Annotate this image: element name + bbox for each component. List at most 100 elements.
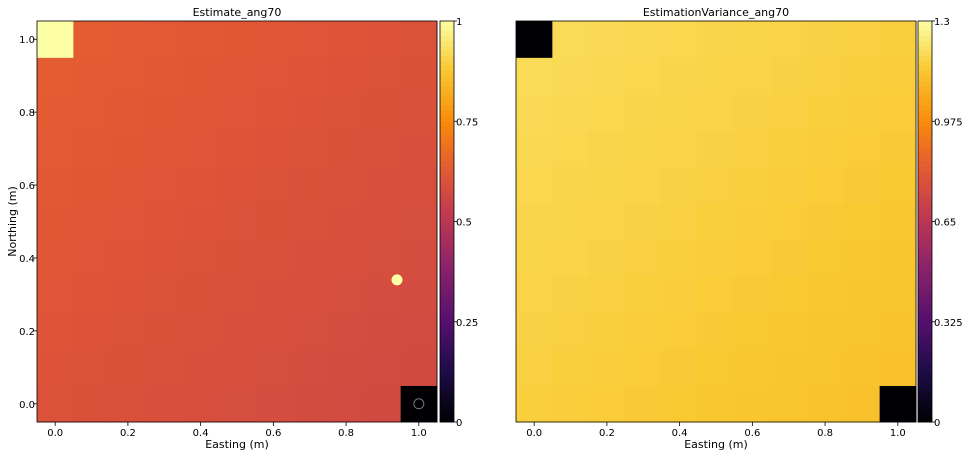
- colorbar-segment: [918, 56, 932, 62]
- heatmap-cell: [697, 130, 735, 168]
- heatmap-cell: [734, 130, 771, 168]
- heatmap-cell: [109, 349, 147, 386]
- colorbar-segment: [918, 46, 932, 52]
- heatmap-cell: [770, 349, 808, 386]
- heatmap-cell: [146, 93, 183, 131]
- heatmap-cell: [327, 276, 365, 314]
- colorbar-segment: [440, 31, 454, 37]
- heatmap-cell: [146, 312, 183, 350]
- heatmap-cell: [661, 276, 699, 314]
- heatmap-cell: [400, 93, 438, 131]
- heatmap-cell: [400, 276, 438, 314]
- heatmap-cell: [661, 166, 699, 204]
- heatmap-cell: [661, 312, 699, 350]
- colorbar-segment: [440, 36, 454, 42]
- heatmap-cell: [879, 276, 917, 314]
- heatmap-cell: [697, 385, 735, 423]
- heatmap-cell: [806, 385, 844, 423]
- colorbar-segment: [440, 161, 454, 167]
- heatmap-cell: [109, 93, 147, 131]
- heatmap-cell: [843, 93, 881, 131]
- colorbar-segment: [440, 151, 454, 157]
- colorbar-segment: [440, 416, 454, 423]
- heatmap-cell: [625, 93, 662, 131]
- heatmap-cell: [182, 93, 220, 131]
- colorbar-segment: [440, 281, 454, 288]
- heatmap-cell: [625, 276, 662, 314]
- colorbar-segment: [918, 101, 932, 107]
- colorbar-segment: [918, 326, 932, 333]
- heatmap-cell: [625, 166, 662, 204]
- colorbar-segment: [918, 171, 932, 177]
- colorbar-segment: [918, 71, 932, 77]
- heatmap-cell: [843, 203, 881, 241]
- heatmap-cell: [516, 57, 553, 95]
- heatmap-cell: [770, 203, 808, 241]
- y-tick-label: 0.0: [19, 400, 35, 411]
- heatmap-cell: [770, 57, 808, 95]
- chart-title: EstimationVariance_ang70: [643, 6, 789, 19]
- heatmap-cell: [291, 349, 329, 386]
- heatmap-cell: [73, 239, 111, 277]
- heatmap-cell: [661, 239, 699, 277]
- heatmap-cell: [552, 203, 590, 241]
- heatmap-cell: [109, 385, 147, 423]
- x-tick-label: 1.0: [411, 428, 427, 439]
- heatmap-cell: [734, 312, 771, 350]
- heatmap-cell: [661, 349, 699, 386]
- colorbar-segment: [918, 66, 932, 72]
- colorbar-segment: [440, 321, 454, 328]
- colorbar-segment: [918, 261, 932, 268]
- colorbar-segment: [440, 346, 454, 353]
- colorbar-segment: [440, 171, 454, 177]
- colorbar-tick-label: 1: [456, 17, 462, 28]
- heatmap-cell: [661, 57, 699, 95]
- heatmap-cell: [109, 312, 147, 350]
- heatmap-cell: [73, 57, 111, 95]
- heatmap-cell: [734, 239, 771, 277]
- heatmap-cell: [661, 203, 699, 241]
- colorbar-segment: [918, 241, 932, 248]
- heatmap-cell: [806, 312, 844, 350]
- heatmap-cell: [697, 312, 735, 350]
- colorbar-segment: [918, 351, 932, 358]
- heatmap-cell: [182, 276, 220, 314]
- colorbar-segment: [440, 246, 454, 253]
- heatmap-cell: [552, 276, 590, 314]
- heatmap-cell: [734, 57, 771, 95]
- heatmap-cell: [806, 166, 844, 204]
- heatmap-cell: [291, 203, 329, 241]
- colorbar-segment: [440, 296, 454, 303]
- colorbar-tick-label: 0.75: [456, 117, 478, 128]
- heatmap-cell: [255, 312, 292, 350]
- heatmap-cell: [364, 130, 402, 168]
- colorbar-segment: [440, 366, 454, 373]
- heatmap-cell: [218, 21, 256, 58]
- heatmap-cell: [843, 276, 881, 314]
- colorbar-segment: [918, 331, 932, 338]
- colorbar-segment: [440, 116, 454, 122]
- x-tick-label: 1.0: [890, 428, 906, 439]
- colorbar-segment: [440, 136, 454, 142]
- colorbar-segment: [440, 181, 454, 187]
- colorbar-segment: [918, 371, 932, 378]
- heatmap-cell: [182, 21, 220, 58]
- colorbar-segment: [440, 391, 454, 398]
- heatmap-cell: [400, 130, 438, 168]
- heatmap-cell: [73, 276, 111, 314]
- colorbar-segment: [918, 121, 932, 127]
- heatmap-cell: [552, 93, 590, 131]
- colorbar-segment: [440, 411, 454, 418]
- heatmap-cell: [218, 239, 256, 277]
- colorbar-segment: [440, 131, 454, 137]
- heatmap-cell: [588, 385, 626, 423]
- heatmap-cell: [146, 21, 183, 58]
- heatmap-cell: [625, 203, 662, 241]
- plot-frame: [515, 20, 917, 423]
- heatmap-cell: [37, 276, 74, 314]
- heatmap-cell: [327, 93, 365, 131]
- heatmap-cell: [218, 385, 256, 423]
- colorbar-segment: [918, 386, 932, 393]
- heatmap-cell: [364, 93, 402, 131]
- heatmap-cell: [73, 166, 111, 204]
